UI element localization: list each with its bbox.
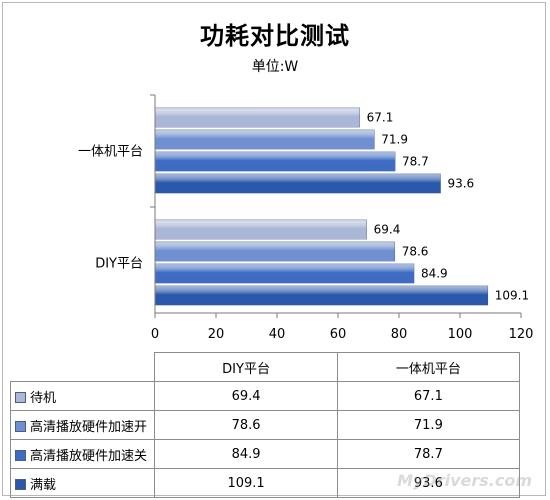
- x-tick-label: 20: [208, 327, 225, 342]
- table-row: 高清播放硬件加速开 78.6 71.9: [9, 410, 521, 440]
- bar-highlight: [155, 108, 360, 127]
- bar-highlight: [155, 152, 396, 171]
- data-label: 78.7: [402, 155, 429, 169]
- table-cell: 78.7: [336, 439, 521, 469]
- category-label: DIY平台: [95, 257, 143, 272]
- data-label: 93.6: [447, 177, 474, 191]
- data-label: 78.6: [402, 245, 429, 259]
- row-label: 满载: [9, 468, 156, 498]
- x-tick-label: 0: [151, 327, 159, 342]
- data-label: 109.1: [495, 289, 529, 303]
- data-table: DIY平台 一体机平台 待机 69.4 67.1 高清播放硬件加速开 78.6 71.9 高…: [9, 352, 521, 498]
- legend-label: 满载: [30, 477, 57, 493]
- table-cell: 71.9: [336, 410, 521, 440]
- table-cell: 109.1: [154, 468, 338, 498]
- legend-label: 待机: [30, 390, 57, 406]
- row-label: 高清播放硬件加速开: [9, 410, 156, 440]
- legend-swatch: [15, 391, 26, 403]
- x-tick-label: 120: [509, 327, 534, 342]
- column-header: 一体机平台: [336, 352, 521, 382]
- table-cell: 78.6: [154, 410, 338, 440]
- table-cell: 69.4: [154, 381, 338, 411]
- data-label: 67.1: [367, 111, 394, 125]
- bar-highlight: [155, 174, 441, 193]
- chart-title: 功耗对比测试: [200, 22, 350, 50]
- legend-swatch: [15, 420, 26, 432]
- table-corner: [10, 352, 156, 382]
- column-header: DIY平台: [154, 352, 338, 382]
- category-label: 一体机平台: [78, 145, 143, 160]
- bar-highlight: [155, 286, 488, 305]
- table-row: 待机 69.4 67.1: [9, 381, 521, 411]
- watermark: MyDrivers.com: [397, 471, 532, 490]
- bar-highlight: [155, 242, 395, 261]
- x-tick-label: 60: [330, 327, 347, 342]
- data-label: 84.9: [421, 267, 448, 281]
- bar-highlight: [155, 130, 375, 149]
- table-cell: 93.6: [336, 468, 521, 498]
- bar-chart: 67.1 71.9 78.7 93.6 一体机平台 69.478.6 84.9 109.1 DI…: [78, 94, 534, 342]
- bar-highlight: [155, 264, 414, 283]
- table-cell: 84.9: [154, 439, 338, 469]
- data-label: 69.4: [374, 223, 401, 237]
- table-row: 满载 109.1 93.6: [9, 468, 521, 498]
- legend-label: 高清播放硬件加速开: [30, 419, 148, 435]
- table-row: 高清播放硬件加速关 84.9 78.7: [9, 439, 521, 469]
- row-label: 高清播放硬件加速关: [9, 439, 156, 469]
- table-cell: 67.1: [336, 381, 521, 411]
- x-tick-label: 100: [448, 327, 473, 342]
- data-label: 71.9: [381, 133, 408, 147]
- table-header-row: DIY平台 一体机平台: [10, 352, 521, 382]
- legend-swatch: [15, 449, 26, 461]
- chart-subtitle: 单位:W: [251, 59, 299, 75]
- x-tick-label: 40: [269, 327, 286, 342]
- row-label: 待机: [9, 381, 156, 411]
- legend-label: 高清播放硬件加速关: [30, 448, 148, 464]
- x-tick-label: 80: [391, 327, 408, 342]
- legend-swatch: [15, 478, 26, 490]
- bar-highlight: [155, 220, 367, 239]
